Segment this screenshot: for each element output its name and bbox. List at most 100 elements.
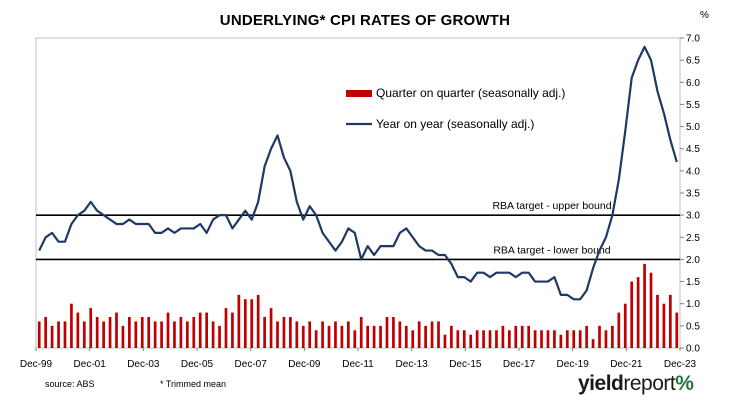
bar bbox=[173, 321, 176, 348]
bar bbox=[218, 325, 221, 348]
bar bbox=[44, 317, 48, 348]
y-tick-label: 4.0 bbox=[686, 166, 700, 177]
bar bbox=[50, 325, 54, 348]
bar bbox=[475, 330, 479, 348]
bar bbox=[662, 303, 666, 348]
y-tick-label: 5.0 bbox=[686, 122, 700, 133]
bar bbox=[404, 325, 408, 348]
x-tick-label: Dec-13 bbox=[396, 359, 429, 370]
bar bbox=[89, 308, 93, 348]
bar bbox=[430, 321, 434, 348]
y-tick-label: 6.5 bbox=[686, 56, 700, 67]
y-tick-label: 0.0 bbox=[686, 344, 700, 355]
x-tick-label: Dec-15 bbox=[449, 359, 482, 370]
bar bbox=[611, 325, 614, 348]
chart-title: UNDERLYING* CPI RATES OF GROWTH bbox=[219, 12, 511, 29]
bar bbox=[675, 312, 679, 348]
bar bbox=[95, 317, 99, 348]
bar bbox=[411, 330, 415, 348]
bar bbox=[495, 330, 498, 348]
bar bbox=[501, 325, 505, 348]
bar bbox=[668, 294, 672, 348]
bar bbox=[450, 325, 453, 348]
bar bbox=[308, 321, 312, 348]
bar bbox=[205, 312, 209, 348]
x-tick-label: Dec-05 bbox=[181, 359, 214, 370]
bar bbox=[334, 321, 337, 348]
bar bbox=[656, 294, 659, 348]
bar bbox=[211, 321, 215, 348]
legend-swatch-bar bbox=[346, 90, 372, 97]
reference-line-label: RBA target - lower bound bbox=[493, 244, 610, 256]
bar bbox=[179, 317, 183, 348]
bar bbox=[160, 321, 163, 348]
bar bbox=[198, 312, 202, 348]
bar bbox=[520, 325, 524, 348]
bar bbox=[282, 317, 286, 348]
bar bbox=[482, 330, 485, 348]
bar bbox=[507, 330, 511, 348]
bar bbox=[643, 263, 646, 348]
bar bbox=[63, 321, 67, 348]
bar bbox=[153, 321, 157, 348]
x-tick-label: Dec-17 bbox=[503, 359, 536, 370]
bar bbox=[417, 321, 421, 348]
y-tick-label: 0.5 bbox=[686, 321, 700, 332]
bar bbox=[115, 312, 118, 348]
y-tick-label: 7.0 bbox=[686, 34, 700, 45]
bar bbox=[623, 303, 627, 348]
bar bbox=[598, 325, 601, 348]
x-tick-label: Dec-01 bbox=[74, 359, 107, 370]
bar bbox=[70, 303, 73, 348]
bar bbox=[462, 330, 466, 348]
bar bbox=[553, 330, 556, 348]
x-tick-label: Dec-21 bbox=[610, 359, 643, 370]
bar bbox=[128, 317, 131, 348]
x-tick-label: Dec-11 bbox=[342, 359, 374, 370]
bar bbox=[424, 325, 427, 348]
x-tick-label: Dec-23 bbox=[664, 359, 697, 370]
bar bbox=[102, 321, 105, 348]
bar bbox=[340, 325, 344, 348]
y-tick-label: 3.0 bbox=[686, 211, 700, 222]
brand-percent-symbol: % bbox=[675, 372, 694, 395]
bar bbox=[527, 325, 531, 348]
bar bbox=[372, 325, 376, 348]
bar bbox=[469, 334, 473, 348]
bar bbox=[572, 330, 576, 348]
bar bbox=[289, 317, 292, 348]
bar bbox=[617, 312, 621, 348]
y-axis-unit: % bbox=[700, 10, 709, 21]
bar bbox=[256, 294, 260, 348]
bar bbox=[565, 330, 569, 348]
series-line bbox=[38, 45, 678, 301]
y-tick-label: 5.5 bbox=[686, 100, 700, 111]
bar bbox=[630, 281, 634, 348]
bar bbox=[546, 330, 550, 348]
bar bbox=[192, 317, 196, 348]
bar bbox=[295, 321, 299, 348]
bar bbox=[649, 272, 653, 348]
brand-text-report: report bbox=[623, 372, 676, 395]
bar bbox=[604, 330, 608, 348]
bar bbox=[437, 321, 440, 348]
bar bbox=[559, 334, 563, 348]
bar bbox=[108, 317, 112, 348]
bar bbox=[314, 330, 318, 348]
x-tick-label: Dec-99 bbox=[20, 359, 53, 370]
bar bbox=[147, 317, 151, 348]
y-tick-label: 3.5 bbox=[686, 189, 700, 200]
brand-text-yield: yield bbox=[578, 372, 624, 395]
bar bbox=[121, 325, 125, 348]
bar bbox=[166, 312, 170, 348]
source-note: source: ABS bbox=[45, 379, 95, 389]
bar bbox=[37, 321, 41, 348]
bar bbox=[76, 312, 80, 348]
footnote: * Trimmed mean bbox=[160, 379, 227, 389]
bar bbox=[591, 339, 595, 348]
legend-label: Year on year (seasonally adj.) bbox=[376, 117, 534, 131]
bar bbox=[301, 325, 305, 348]
reference-line-label: RBA target - upper bound bbox=[492, 200, 611, 212]
y-tick-label: 4.5 bbox=[686, 144, 700, 155]
bar bbox=[533, 330, 537, 348]
